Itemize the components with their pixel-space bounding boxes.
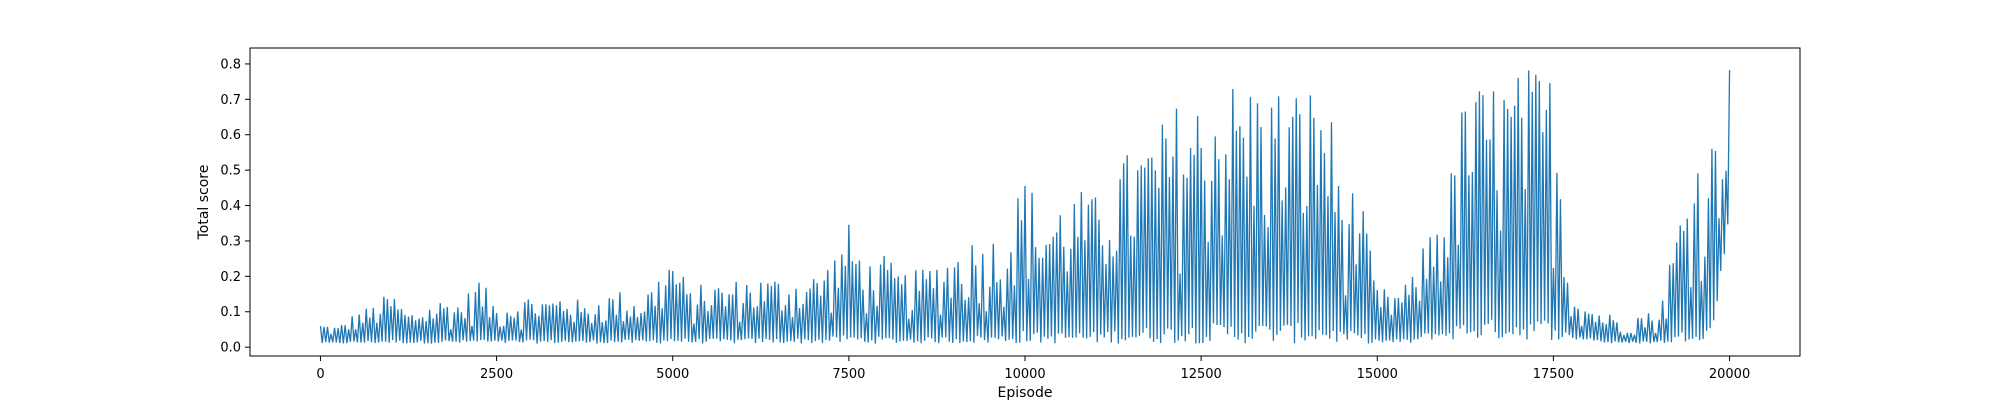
x-tick-label: 20000 <box>1709 367 1750 382</box>
x-tick-label: 12500 <box>1180 367 1221 382</box>
x-tick-label: 15000 <box>1357 367 1398 382</box>
y-axis-label: Total score <box>196 165 212 241</box>
series-line-total-score <box>319 70 1731 344</box>
x-tick-label: 10000 <box>1004 367 1045 382</box>
y-tick-label: 0.6 <box>220 128 241 143</box>
y-tick-label: 0.0 <box>220 341 241 356</box>
data-series-group <box>319 70 1731 344</box>
x-tick-label: 0 <box>316 367 324 382</box>
x-tick-label: 17500 <box>1533 367 1574 382</box>
x-axis-label: Episode <box>998 385 1053 400</box>
x-tick-label: 2500 <box>480 367 513 382</box>
y-tick-label: 0.3 <box>220 234 241 249</box>
y-tick-label: 0.7 <box>220 93 241 108</box>
x-tick-label: 7500 <box>832 367 865 382</box>
y-tick-label: 0.1 <box>220 305 241 320</box>
y-tick-label: 0.5 <box>220 164 241 179</box>
y-tick-label: 0.4 <box>220 199 241 214</box>
y-tick-label: 0.2 <box>220 270 241 285</box>
x-axis-ticks: 0 2500 5000 7500 10000 12500 15000 17500 20000 <box>316 356 1750 382</box>
x-tick-label: 5000 <box>656 367 689 382</box>
y-axis-ticks: 0.0 0.1 0.2 0.3 0.4 0.5 0.6 0.7 0.8 <box>220 57 250 356</box>
y-tick-label: 0.8 <box>220 57 241 72</box>
